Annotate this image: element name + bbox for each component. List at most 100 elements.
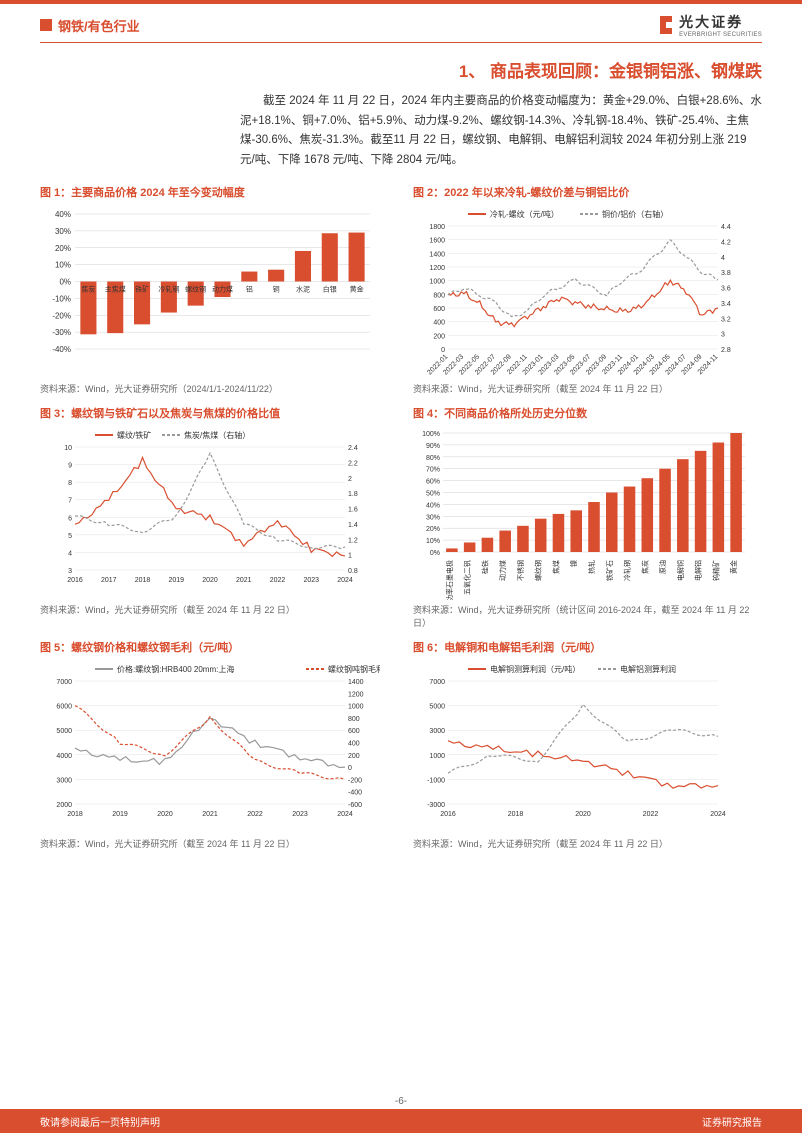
svg-text:2018: 2018: [135, 577, 151, 584]
svg-text:8: 8: [68, 480, 72, 487]
chart-1-svg: -40%-30%-20%-10%0%10%20%30%40%焦炭主焦煤铁矿冷轧钢…: [40, 204, 380, 379]
svg-text:1000: 1000: [429, 279, 445, 286]
svg-text:铜: 铜: [273, 285, 280, 294]
svg-text:4.4: 4.4: [721, 224, 731, 231]
svg-text:1.4: 1.4: [348, 522, 358, 529]
svg-text:-20%: -20%: [52, 311, 71, 320]
page: 钢铁/有色行业 光大证券 EVERBRIGHT SECURITIES 1、 商品…: [0, 0, 802, 1133]
chart-1-block: 图 1：主要商品价格 2024 年至今变动幅度 -40%-30%-20%-10%…: [40, 184, 389, 395]
svg-text:3000: 3000: [56, 778, 72, 785]
svg-text:-40%: -40%: [52, 345, 71, 354]
svg-text:800: 800: [348, 716, 360, 723]
logo-text-en: EVERBRIGHT SECURITIES: [679, 32, 762, 38]
svg-text:0%: 0%: [430, 550, 440, 557]
chart-6-svg: -3000-1000100030005000700020162018202020…: [413, 659, 753, 834]
svg-text:焦炭: 焦炭: [640, 560, 649, 574]
svg-text:焦炭: 焦炭: [81, 285, 95, 294]
svg-text:2024: 2024: [337, 577, 353, 584]
svg-text:100%: 100%: [422, 431, 440, 438]
chart-6-title: 图 6：电解铜和电解铝毛利润（元/吨）: [413, 639, 762, 655]
svg-text:3: 3: [68, 568, 72, 575]
svg-text:2021: 2021: [202, 811, 218, 818]
svg-text:800: 800: [433, 293, 445, 300]
svg-text:螺纹钢吨钢毛利(右): 螺纹钢吨钢毛利(右): [328, 664, 380, 674]
svg-text:超高功率石墨电极: 超高功率石墨电极: [445, 560, 454, 600]
svg-text:2020: 2020: [575, 811, 591, 818]
svg-text:焦煤: 焦煤: [551, 560, 560, 574]
svg-text:1400: 1400: [429, 252, 445, 259]
svg-text:动力煤: 动力煤: [498, 560, 507, 581]
svg-text:黄金: 黄金: [729, 560, 738, 574]
svg-text:20%: 20%: [55, 244, 71, 253]
svg-text:0: 0: [441, 347, 445, 354]
svg-text:2022: 2022: [270, 577, 286, 584]
chart-2-block: 图 2：2022 年以来冷轧-螺纹价差与铜铝比价 020040060080010…: [413, 184, 762, 395]
chart-2-svg: 0200400600800100012001400160018002.833.2…: [413, 204, 753, 379]
chart-2-title: 图 2：2022 年以来冷轧-螺纹价差与铜铝比价: [413, 184, 762, 200]
svg-text:4: 4: [721, 255, 725, 262]
svg-text:冷轧-螺纹（元/吨）: 冷轧-螺纹（元/吨）: [490, 209, 559, 219]
chart-3-block: 图 3：螺纹钢与铁矿石以及焦炭与焦煤的价格比值 3456789100.811.2…: [40, 405, 389, 629]
svg-text:1000: 1000: [429, 753, 445, 760]
svg-text:7000: 7000: [56, 679, 72, 686]
svg-text:3: 3: [721, 332, 725, 339]
svg-text:1.8: 1.8: [348, 491, 358, 498]
svg-text:水泥: 水泥: [296, 285, 310, 294]
svg-text:200: 200: [433, 334, 445, 341]
svg-text:2018: 2018: [508, 811, 524, 818]
svg-text:3.2: 3.2: [721, 316, 731, 323]
svg-text:2024: 2024: [337, 811, 353, 818]
svg-text:30%: 30%: [426, 514, 440, 521]
svg-text:热轧: 热轧: [587, 560, 596, 574]
chart-6-source: 资料来源：Wind，光大证券研究所（截至 2024 年 11 月 22 日）: [413, 837, 762, 850]
chart-4-block: 图 4：不同商品价格所处历史分位数 0%10%20%30%40%50%60%70…: [413, 405, 762, 629]
svg-text:电解铜测算利润（元/吨）: 电解铜测算利润（元/吨）: [490, 664, 580, 674]
svg-text:焦炭/焦煤（右轴）: 焦炭/焦煤（右轴）: [184, 430, 250, 440]
content: 1、 商品表现回顾：金银铜铝涨、钢煤跌 截至 2024 年 11 月 22 日，…: [0, 43, 802, 860]
intro-paragraph: 截至 2024 年 11 月 22 日，2024 年内主要商品的价格变动幅度为：…: [240, 92, 762, 170]
chart-1-source: 资料来源：Wind，光大证券研究所（2024/1/1-2024/11/22）: [40, 382, 389, 395]
svg-text:200: 200: [348, 753, 360, 760]
chart-5-svg: 200030004000500060007000-600-400-2000200…: [40, 659, 380, 834]
svg-text:2.8: 2.8: [721, 347, 731, 354]
svg-text:2023: 2023: [303, 577, 319, 584]
svg-text:1200: 1200: [348, 691, 364, 698]
svg-text:原油: 原油: [658, 560, 667, 574]
svg-text:400: 400: [433, 320, 445, 327]
svg-text:-400: -400: [348, 790, 362, 797]
svg-text:黄金: 黄金: [350, 285, 364, 294]
svg-text:1600: 1600: [429, 238, 445, 245]
svg-text:冷轧钢: 冷轧钢: [623, 560, 632, 581]
svg-text:4: 4: [68, 551, 72, 558]
svg-text:2016: 2016: [67, 577, 83, 584]
svg-text:3000: 3000: [429, 728, 445, 735]
chart-3-title: 图 3：螺纹钢与铁矿石以及焦炭与焦煤的价格比值: [40, 405, 389, 421]
svg-text:1200: 1200: [429, 265, 445, 272]
svg-text:4000: 4000: [56, 753, 72, 760]
chart-1-title: 图 1：主要商品价格 2024 年至今变动幅度: [40, 184, 389, 200]
svg-text:3.8: 3.8: [721, 270, 731, 277]
svg-text:电解铝: 电解铝: [694, 560, 703, 581]
svg-text:冷轧钢: 冷轧钢: [158, 285, 179, 294]
logo: 光大证券 EVERBRIGHT SECURITIES: [657, 12, 762, 38]
svg-text:2022: 2022: [643, 811, 659, 818]
svg-text:2.4: 2.4: [348, 445, 358, 452]
footer-left: 敬请参阅最后一页特别声明: [40, 1114, 160, 1129]
svg-text:螺纹钢: 螺纹钢: [185, 285, 206, 294]
footer-right: 证券研究报告: [702, 1114, 762, 1129]
svg-text:2: 2: [348, 476, 352, 483]
svg-text:2019: 2019: [112, 811, 128, 818]
chart-6-block: 图 6：电解铜和电解铝毛利润（元/吨） -3000-10001000300050…: [413, 639, 762, 850]
charts-grid: 图 1：主要商品价格 2024 年至今变动幅度 -40%-30%-20%-10%…: [40, 184, 762, 850]
category-marker: [40, 19, 52, 31]
svg-text:10%: 10%: [426, 538, 440, 545]
svg-text:2021: 2021: [236, 577, 252, 584]
svg-text:主焦煤: 主焦煤: [105, 285, 126, 294]
logo-icon: [657, 14, 675, 36]
svg-text:-200: -200: [348, 778, 362, 785]
svg-text:6: 6: [68, 515, 72, 522]
footer-bar: 敬请参阅最后一页特别声明 证券研究报告: [0, 1109, 802, 1133]
svg-text:2020: 2020: [202, 577, 218, 584]
svg-text:2017: 2017: [101, 577, 117, 584]
svg-text:动力煤: 动力煤: [212, 285, 233, 294]
